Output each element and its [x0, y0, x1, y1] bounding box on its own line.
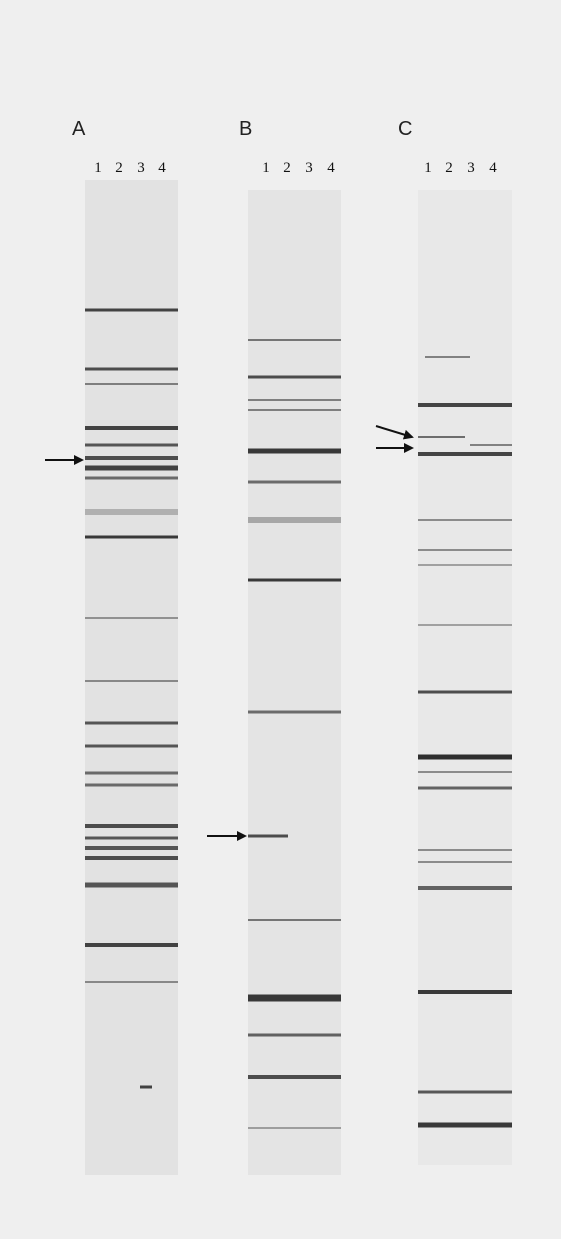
gel-band	[418, 754, 512, 760]
gel-band	[248, 517, 341, 523]
gel-band	[418, 549, 512, 551]
gel-band	[85, 981, 178, 983]
gel-band	[248, 919, 341, 921]
gel-band	[85, 617, 178, 619]
gel-band	[140, 1085, 152, 1089]
gel-band	[418, 1122, 512, 1128]
lane-label: 2	[445, 160, 453, 176]
gel-band	[248, 399, 341, 401]
gel-band	[418, 436, 465, 438]
panel-label: B	[239, 118, 252, 140]
gel-band	[418, 403, 512, 407]
gel-band	[85, 367, 178, 371]
gel-band	[248, 339, 341, 341]
gel-band	[85, 943, 178, 947]
lane-label: 2	[283, 160, 291, 176]
gel-band	[248, 409, 341, 411]
lane-label: 3	[137, 160, 145, 176]
gel-band	[470, 444, 512, 446]
gel-band	[85, 308, 178, 312]
gel-lane-strip	[248, 190, 341, 1175]
gel-band	[85, 856, 178, 860]
gel-band	[85, 846, 178, 850]
gel-band	[248, 480, 341, 484]
gel-band	[425, 356, 470, 358]
gel-band	[85, 383, 178, 385]
lane-label: 1	[262, 160, 270, 176]
lane-label: 4	[158, 160, 166, 176]
gel-band	[418, 519, 512, 521]
gel-band	[85, 456, 178, 460]
gel-band	[85, 783, 178, 787]
gel-band	[418, 990, 512, 994]
gel-band	[418, 771, 512, 773]
panel-label: C	[398, 118, 412, 140]
gel-band	[85, 744, 178, 748]
gel-band	[248, 1033, 341, 1037]
gel-band	[248, 834, 288, 838]
gel-band	[85, 426, 178, 430]
gel-band	[85, 443, 178, 447]
lane-label: 1	[424, 160, 432, 176]
gel-band	[85, 836, 178, 840]
gel-band	[418, 786, 512, 790]
gel-band	[85, 465, 178, 471]
gel-band	[248, 375, 341, 379]
gel-band	[418, 849, 512, 851]
gel-band	[85, 882, 178, 888]
gel-lane-strip	[418, 190, 512, 1165]
gel-band	[248, 448, 341, 454]
gel-band	[418, 861, 512, 863]
gel-band	[248, 578, 341, 582]
gel-lane-strip	[85, 180, 178, 1175]
gel-band	[85, 476, 178, 480]
gel-band	[85, 771, 178, 775]
gel-band	[418, 452, 512, 456]
lane-label: 3	[467, 160, 475, 176]
gel-band	[418, 624, 512, 626]
gel-band	[418, 564, 512, 566]
gel-band	[85, 509, 178, 515]
arrow	[375, 425, 414, 440]
gel-band	[248, 710, 341, 714]
lane-label: 3	[305, 160, 313, 176]
gel-band	[248, 1127, 341, 1129]
gel-band	[85, 535, 178, 539]
gel-band	[248, 1075, 341, 1079]
lane-label: 1	[94, 160, 102, 176]
lane-label: 4	[489, 160, 497, 176]
panel-label: A	[72, 118, 86, 140]
bands	[85, 308, 512, 1129]
lane-label: 2	[115, 160, 123, 176]
gel-band	[85, 680, 178, 682]
gel-band	[85, 824, 178, 828]
gel-band	[418, 690, 512, 694]
lane-label: 4	[327, 160, 335, 176]
gel-band	[85, 721, 178, 725]
gel-band	[418, 886, 512, 890]
gel-band	[248, 994, 341, 1002]
gel-band	[418, 1090, 512, 1094]
